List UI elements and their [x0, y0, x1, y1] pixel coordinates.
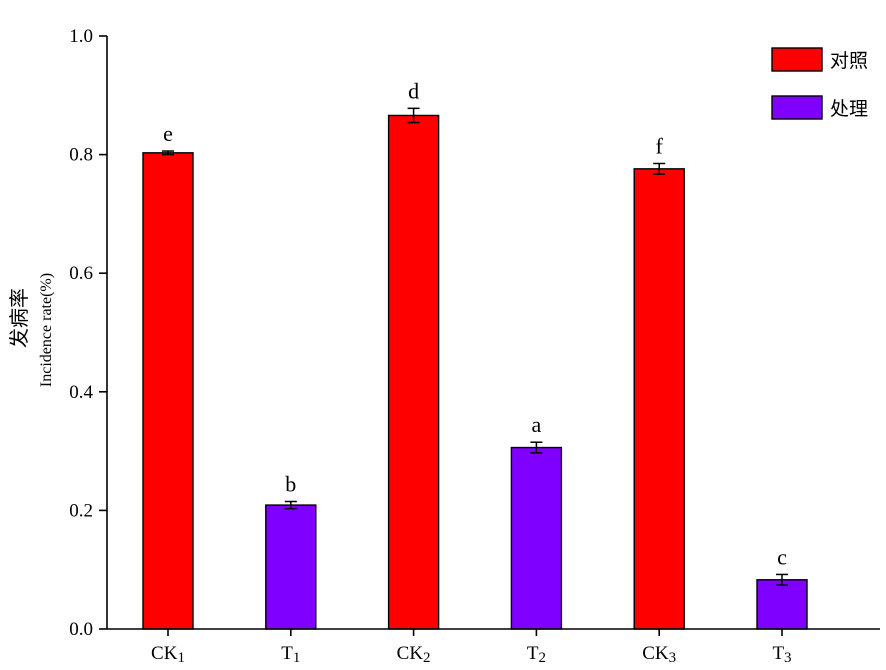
significance-label: b — [285, 472, 296, 497]
x-tick-label: T1 — [281, 643, 300, 666]
error-bar — [776, 573, 788, 586]
error-bar — [407, 107, 420, 124]
bars — [142, 114, 808, 630]
legend-label: 处理 — [830, 98, 868, 120]
bar-ck1 — [142, 152, 194, 630]
significance-label: f — [656, 133, 664, 158]
y-tick-label: 0.8 — [69, 145, 93, 166]
error-bar — [653, 162, 666, 175]
bar-t1 — [265, 504, 317, 630]
bar-t2 — [510, 446, 563, 630]
y-axis-title-chinese: 发病率 — [7, 288, 31, 348]
legend-label: 对照 — [830, 50, 868, 72]
bar-ck2 — [387, 114, 440, 630]
bar-ck3 — [633, 168, 685, 630]
y-tick-label: 0.0 — [69, 619, 93, 640]
bar-t3 — [756, 579, 808, 630]
x-tick-label: CK2 — [397, 643, 431, 666]
x-tick-label: CK3 — [642, 643, 676, 666]
error-bar — [530, 441, 543, 454]
y-tick-label: 0.2 — [69, 500, 93, 521]
significance-label: d — [408, 78, 419, 103]
y-tick-label: 1.0 — [69, 26, 93, 47]
significance-label: a — [532, 412, 542, 437]
error-bars — [162, 107, 788, 586]
x-tick-label: T3 — [772, 643, 791, 666]
y-tick-label: 0.4 — [69, 382, 93, 403]
error-bar — [284, 500, 297, 510]
significance-label: e — [163, 121, 173, 146]
x-tick-label: CK1 — [151, 643, 185, 666]
legend-swatch — [771, 95, 823, 120]
y-axis-title-english: Incidence rate(%) — [38, 273, 55, 387]
y-axis-ticks: 0.0 0.2 0.4 0.6 0.8 1.0 — [69, 26, 107, 640]
legend-swatch — [771, 47, 823, 72]
x-axis-ticks: CK1 T1 CK2 T2 CK3 T3 — [151, 629, 792, 666]
significance-label: c — [777, 544, 787, 569]
significance-labels: e b d a f c — [163, 78, 787, 569]
y-tick-label: 0.6 — [69, 263, 93, 284]
x-tick-label: T2 — [527, 643, 546, 666]
error-bar — [162, 150, 174, 156]
